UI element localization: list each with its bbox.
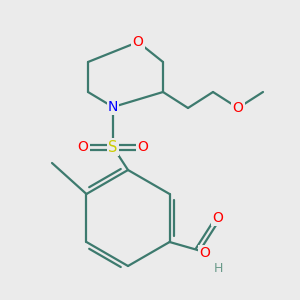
- Text: O: O: [138, 140, 148, 154]
- Text: H: H: [213, 262, 223, 275]
- Text: O: O: [78, 140, 88, 154]
- Text: O: O: [200, 246, 210, 260]
- Text: O: O: [213, 211, 224, 225]
- Text: O: O: [133, 35, 143, 49]
- Text: O: O: [232, 101, 243, 115]
- Text: N: N: [108, 100, 118, 114]
- Text: S: S: [108, 140, 118, 154]
